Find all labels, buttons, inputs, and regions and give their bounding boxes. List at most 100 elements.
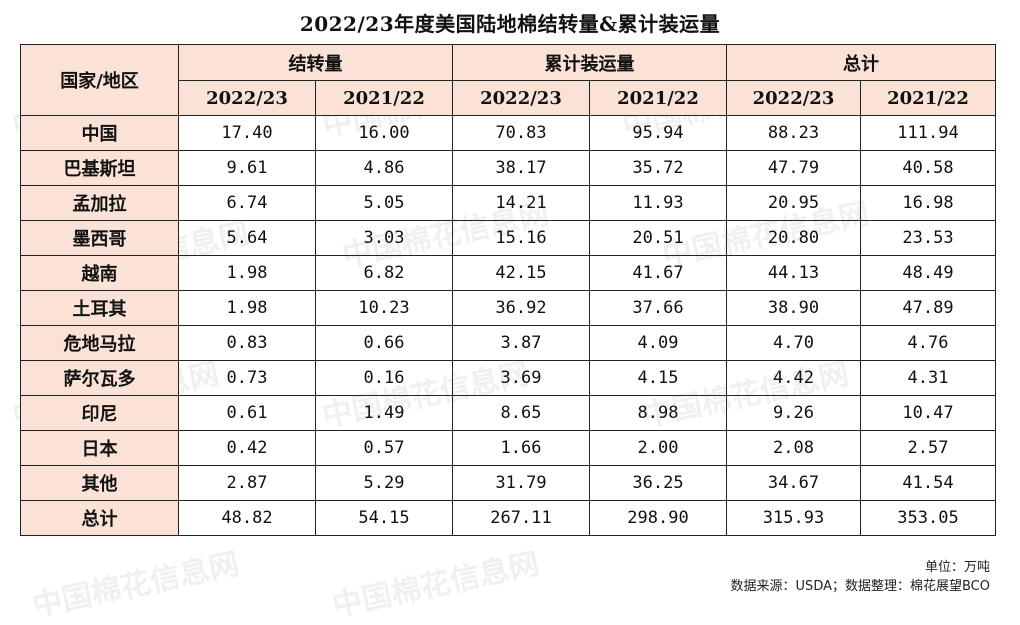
row-label: 总计 xyxy=(20,500,179,536)
unit-note: 单位：万吨 xyxy=(924,560,990,575)
table-cell: 31.79 xyxy=(452,465,590,501)
table-cell: 44.13 xyxy=(726,255,861,291)
table-cell: 3.69 xyxy=(452,360,590,396)
row-label: 萨尔瓦多 xyxy=(20,360,179,396)
corner-header: 国家/地区 xyxy=(20,44,179,116)
table-cell: 20.80 xyxy=(726,220,861,256)
table-cell: 5.29 xyxy=(315,465,453,501)
table-cell: 0.16 xyxy=(315,360,453,396)
table-cell: 0.83 xyxy=(178,325,316,361)
table-cell: 9.26 xyxy=(726,395,861,431)
year-header: 2022/23 xyxy=(178,80,316,116)
table-cell: 16.98 xyxy=(860,185,996,221)
table-cell: 8.98 xyxy=(589,395,727,431)
table-cell: 1.98 xyxy=(178,255,316,291)
table-cell: 8.65 xyxy=(452,395,590,431)
table-cell: 4.76 xyxy=(860,325,996,361)
table-cell: 15.16 xyxy=(452,220,590,256)
year-header: 2021/22 xyxy=(860,80,996,116)
table-cell: 1.98 xyxy=(178,290,316,326)
row-label: 日本 xyxy=(20,430,179,466)
table-cell: 95.94 xyxy=(589,115,727,151)
row-label: 墨西哥 xyxy=(20,220,179,256)
table-cell: 4.31 xyxy=(860,360,996,396)
table-cell: 1.66 xyxy=(452,430,590,466)
source-note: 数据来源：USDA；数据整理：棉花展望BCO xyxy=(730,579,990,594)
table-row: 印尼 0.61 1.49 8.65 8.98 9.26 10.47 xyxy=(20,395,996,431)
table-cell: 4.09 xyxy=(589,325,727,361)
table-cell: 10.47 xyxy=(860,395,996,431)
table-cell: 0.57 xyxy=(315,430,453,466)
table-cell: 0.73 xyxy=(178,360,316,396)
year-header: 2022/23 xyxy=(452,80,590,116)
table-cell: 1.49 xyxy=(315,395,453,431)
table-cell: 54.15 xyxy=(315,500,453,536)
year-header: 2022/23 xyxy=(726,80,861,116)
table-cell: 20.95 xyxy=(726,185,861,221)
table-cell: 17.40 xyxy=(178,115,316,151)
row-label: 越南 xyxy=(20,255,179,291)
table-cell: 10.23 xyxy=(315,290,453,326)
table-cell: 3.87 xyxy=(452,325,590,361)
table-row: 墨西哥 5.64 3.03 15.16 20.51 20.80 23.53 xyxy=(20,220,996,256)
table-row: 日本 0.42 0.57 1.66 2.00 2.08 2.57 xyxy=(20,430,996,466)
table-cell: 2.87 xyxy=(178,465,316,501)
table-cell: 4.42 xyxy=(726,360,861,396)
table-cell: 2.00 xyxy=(589,430,727,466)
year-header: 2021/22 xyxy=(315,80,453,116)
table-cell: 5.05 xyxy=(315,185,453,221)
year-header: 2021/22 xyxy=(589,80,727,116)
table-row: 巴基斯坦 9.61 4.86 38.17 35.72 47.79 40.58 xyxy=(20,150,996,186)
table-cell: 0.66 xyxy=(315,325,453,361)
table-cell: 88.23 xyxy=(726,115,861,151)
data-table: 国家/地区 结转量 累计装运量 总计 2022/23 2021/22 2022/… xyxy=(20,44,996,536)
table-cell: 3.03 xyxy=(315,220,453,256)
group-header: 累计装运量 xyxy=(452,44,727,81)
table-cell: 36.25 xyxy=(589,465,727,501)
row-label: 土耳其 xyxy=(20,290,179,326)
table-cell: 0.42 xyxy=(178,430,316,466)
table-cell: 5.64 xyxy=(178,220,316,256)
watermark-text: 中国棉花信息网 xyxy=(29,546,243,625)
table-cell: 9.61 xyxy=(178,150,316,186)
group-header: 总计 xyxy=(726,44,996,81)
table-cell: 0.61 xyxy=(178,395,316,431)
table-row: 土耳其 1.98 10.23 36.92 37.66 38.90 47.89 xyxy=(20,290,996,326)
table-cell: 14.21 xyxy=(452,185,590,221)
table-cell: 4.15 xyxy=(589,360,727,396)
table-cell: 36.92 xyxy=(452,290,590,326)
table-cell: 111.94 xyxy=(860,115,996,151)
table-cell: 48.49 xyxy=(860,255,996,291)
table-cell: 16.00 xyxy=(315,115,453,151)
table-cell: 298.90 xyxy=(589,500,727,536)
table-cell: 41.54 xyxy=(860,465,996,501)
table-cell: 6.82 xyxy=(315,255,453,291)
table-cell: 11.93 xyxy=(589,185,727,221)
group-header: 结转量 xyxy=(178,44,453,81)
table-row: 萨尔瓦多 0.73 0.16 3.69 4.15 4.42 4.31 xyxy=(20,360,996,396)
table-row: 中国 17.40 16.00 70.83 95.94 88.23 111.94 xyxy=(20,115,996,151)
table-cell: 47.79 xyxy=(726,150,861,186)
row-label: 孟加拉 xyxy=(20,185,179,221)
table-row: 其他 2.87 5.29 31.79 36.25 34.67 41.54 xyxy=(20,465,996,501)
table-cell: 2.57 xyxy=(860,430,996,466)
table-cell: 20.51 xyxy=(589,220,727,256)
table-cell: 2.08 xyxy=(726,430,861,466)
row-label: 中国 xyxy=(20,115,179,151)
row-label: 巴基斯坦 xyxy=(20,150,179,186)
table-cell: 48.82 xyxy=(178,500,316,536)
table-row: 总计 48.82 54.15 267.11 298.90 315.93 353.05 xyxy=(20,500,996,536)
table-title: 2022/23年度美国陆地棉结转量&累计装运量 xyxy=(299,12,721,36)
table-body: 中国 17.40 16.00 70.83 95.94 88.23 111.94 巴基斯坦 9.6… xyxy=(20,115,996,536)
table-cell: 267.11 xyxy=(452,500,590,536)
watermark-text: 中国棉花信息网 xyxy=(329,546,543,625)
table-cell: 38.90 xyxy=(726,290,861,326)
table-cell: 4.70 xyxy=(726,325,861,361)
table-cell: 37.66 xyxy=(589,290,727,326)
table-cell: 47.89 xyxy=(860,290,996,326)
table-cell: 42.15 xyxy=(452,255,590,291)
table-row: 孟加拉 6.74 5.05 14.21 11.93 20.95 16.98 xyxy=(20,185,996,221)
row-label: 其他 xyxy=(20,465,179,501)
table-row: 越南 1.98 6.82 42.15 41.67 44.13 48.49 xyxy=(20,255,996,291)
table-cell: 41.67 xyxy=(589,255,727,291)
